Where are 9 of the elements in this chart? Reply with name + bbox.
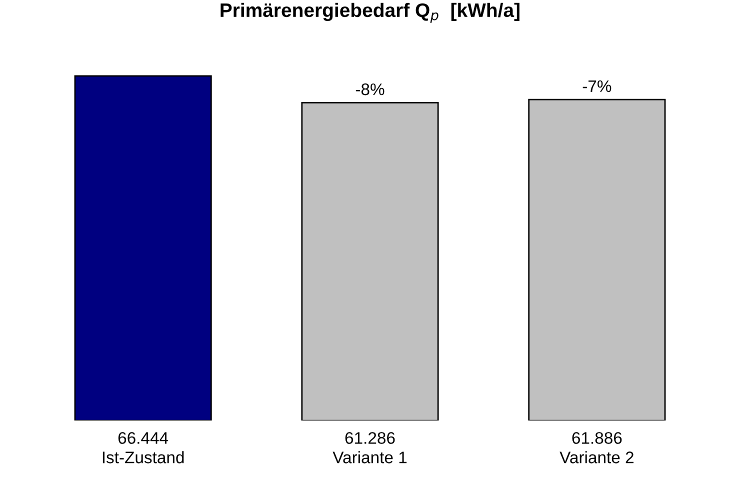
annotation: -8% <box>356 83 384 96</box>
data-label: 66.444 <box>118 432 168 444</box>
data-label: 61.886 <box>572 432 622 444</box>
data-label: 61.286 <box>345 432 395 444</box>
x-tick-label: Ist-Zustand <box>102 451 184 464</box>
annotation: -7% <box>582 80 612 92</box>
chart-title: Primärenergiebedarf Q$_{p}$ [kWh/a] <box>220 2 520 23</box>
x-tick-label: Variante 2 <box>560 451 634 464</box>
x-tick-label: Variante 1 <box>332 451 407 464</box>
